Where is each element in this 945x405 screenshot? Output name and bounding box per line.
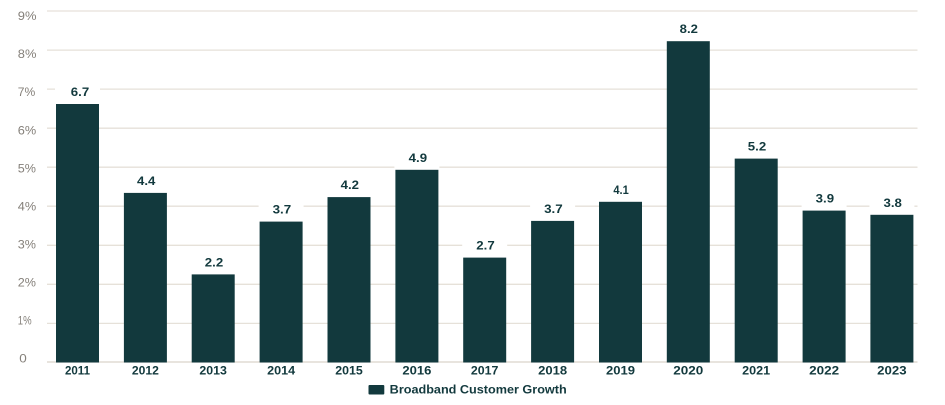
svg-text:4%: 4% (18, 199, 37, 213)
svg-text:2021: 2021 (742, 364, 770, 378)
svg-text:4.1: 4.1 (613, 183, 629, 197)
svg-text:5.2: 5.2 (748, 140, 767, 154)
svg-text:3.8: 3.8 (884, 196, 903, 210)
svg-text:2016: 2016 (402, 364, 431, 378)
svg-text:2012: 2012 (132, 364, 159, 378)
svg-text:0: 0 (19, 352, 27, 366)
svg-text:8%: 8% (18, 47, 37, 61)
svg-text:2015: 2015 (335, 364, 363, 378)
svg-text:3.7: 3.7 (544, 202, 563, 216)
svg-text:2%: 2% (18, 276, 37, 290)
svg-text:5%: 5% (18, 161, 37, 175)
svg-text:2017: 2017 (471, 364, 499, 378)
svg-text:2022: 2022 (809, 364, 839, 378)
svg-text:3.7: 3.7 (273, 203, 292, 217)
svg-text:2023: 2023 (877, 364, 907, 378)
svg-text:4.9: 4.9 (409, 151, 428, 165)
svg-text:4.2: 4.2 (341, 178, 360, 192)
svg-text:6.7: 6.7 (71, 85, 90, 99)
svg-text:3.9: 3.9 (816, 192, 835, 206)
svg-text:2.2: 2.2 (205, 255, 224, 269)
svg-text:2.7: 2.7 (476, 239, 495, 253)
svg-text:Broadband Customer Growth: Broadband Customer Growth (390, 383, 567, 397)
svg-text:2019: 2019 (606, 364, 635, 378)
svg-text:2020: 2020 (673, 364, 703, 378)
svg-text:7%: 7% (18, 85, 36, 99)
svg-text:2014: 2014 (267, 364, 295, 378)
svg-text:8.2: 8.2 (680, 22, 699, 36)
svg-text:1%: 1% (18, 314, 32, 328)
svg-text:3%: 3% (18, 238, 37, 252)
svg-text:2011: 2011 (65, 364, 90, 378)
svg-text:6%: 6% (18, 123, 37, 137)
svg-text:2018: 2018 (538, 364, 567, 378)
svg-text:4.4: 4.4 (137, 174, 156, 188)
svg-text:9%: 9% (18, 9, 37, 23)
svg-text:2013: 2013 (199, 364, 227, 378)
